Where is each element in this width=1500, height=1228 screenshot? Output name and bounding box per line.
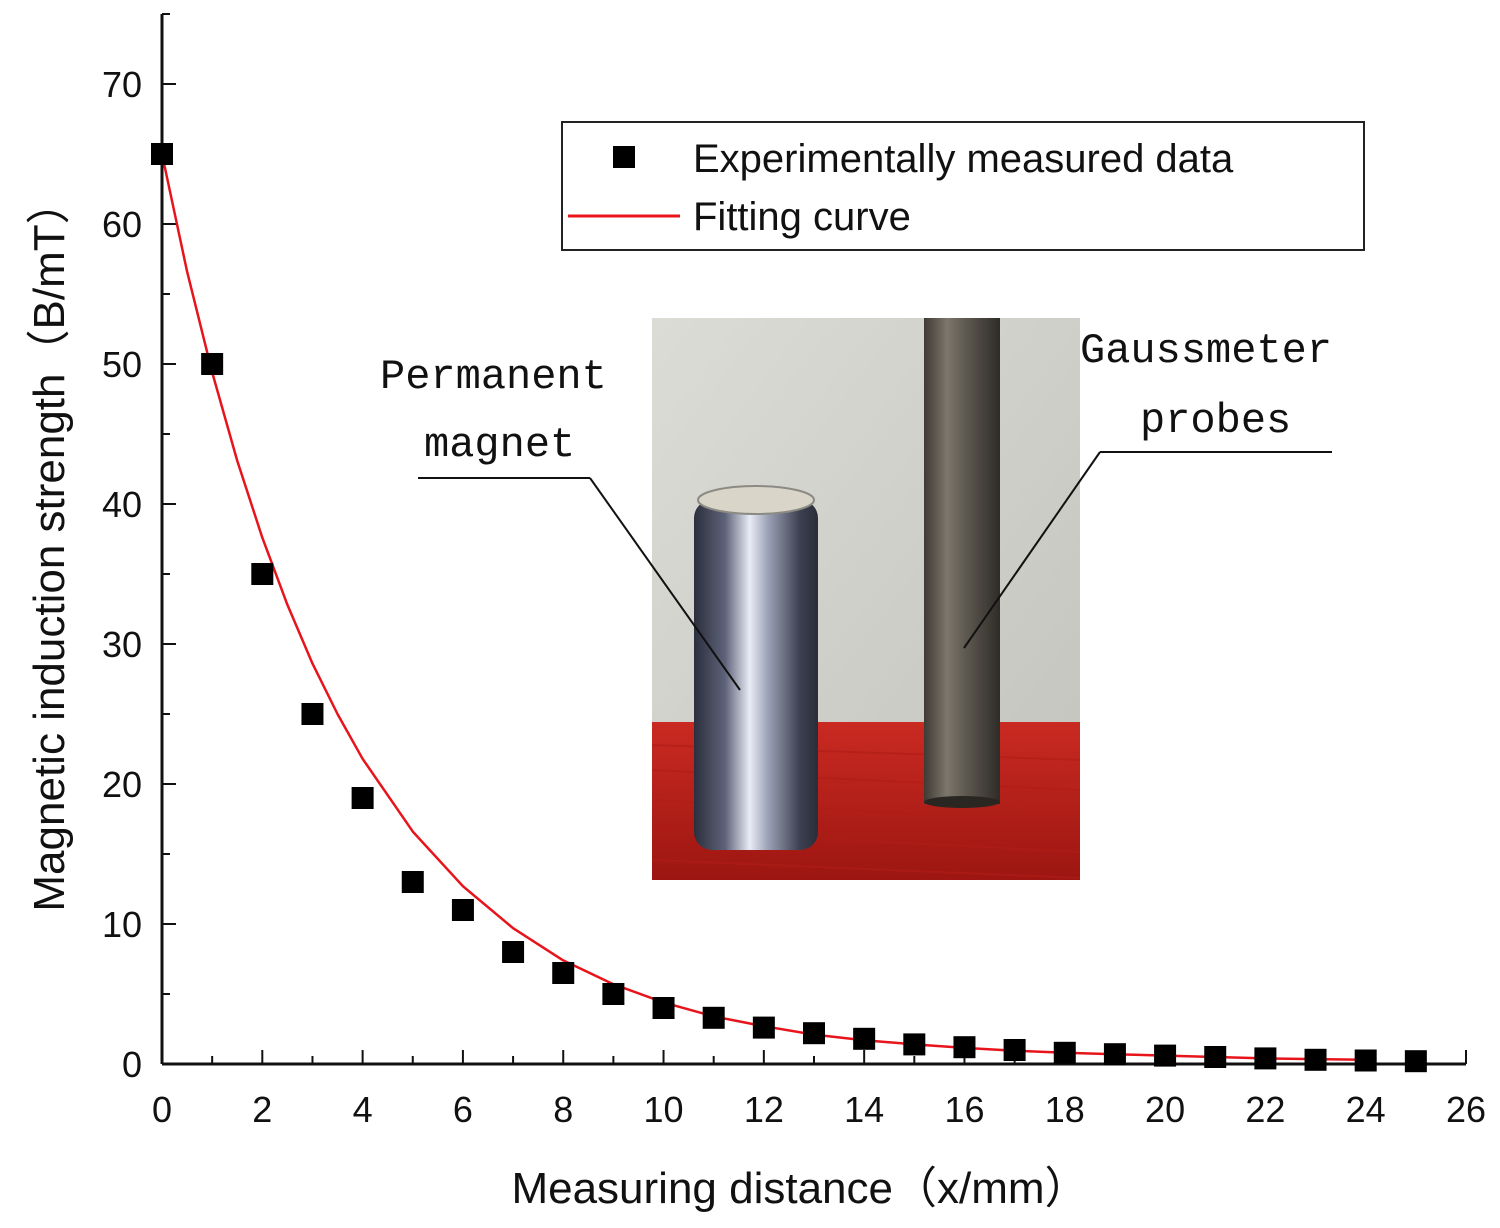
data-point	[1154, 1044, 1177, 1067]
annotations: Permanent magnet Gaussmeter probes	[380, 327, 1332, 691]
y-tick-label: 10	[102, 904, 142, 945]
x-tick-label: 6	[453, 1089, 473, 1130]
data-point	[502, 941, 525, 963]
data-point	[752, 1016, 775, 1039]
data-point	[1404, 1050, 1427, 1073]
y-tick-label: 70	[102, 64, 142, 105]
x-tick-label: 2	[252, 1089, 272, 1130]
y-tick-label: 0	[122, 1044, 142, 1085]
photo-magnet	[694, 485, 818, 850]
legend-label-fitting: Fitting curve	[693, 195, 911, 239]
data-point	[251, 563, 274, 585]
data-point	[552, 962, 575, 984]
data-point	[201, 353, 224, 375]
data-point	[602, 983, 625, 1005]
x-tick-label: 26	[1446, 1089, 1486, 1130]
x-tick-label: 10	[644, 1089, 684, 1130]
x-tick-label: 20	[1145, 1089, 1185, 1130]
data-point	[853, 1027, 876, 1050]
x-tick-label: 4	[353, 1089, 373, 1130]
data-point	[1354, 1049, 1377, 1072]
y-tick-label: 20	[102, 764, 142, 805]
legend: Experimentally measured data Fitting cur…	[561, 121, 1365, 251]
y-axis-title: Magnetic induction strength（B/mT）	[25, 180, 74, 911]
measured-data-series	[151, 143, 1427, 1073]
data-point	[351, 787, 374, 809]
data-point	[1254, 1047, 1277, 1070]
data-point	[702, 1006, 725, 1029]
data-point	[301, 703, 324, 725]
x-tick-label: 18	[1045, 1089, 1085, 1130]
legend-label-measured: Experimentally measured data	[693, 137, 1234, 181]
x-tick-label: 24	[1346, 1089, 1386, 1130]
y-tick-label: 30	[102, 624, 142, 665]
x-tick-label: 0	[152, 1089, 172, 1130]
x-tick-label: 12	[744, 1089, 784, 1130]
data-point	[1304, 1048, 1327, 1071]
y-tick-label: 50	[102, 344, 142, 385]
y-tick-label: 40	[102, 484, 142, 525]
annotation-magnet: magnet	[424, 421, 575, 469]
inset-photo	[651, 318, 1081, 880]
data-point	[1204, 1046, 1227, 1068]
y-tick-label: 60	[102, 204, 142, 245]
data-point	[803, 1022, 825, 1045]
annotation-probes-leader	[963, 451, 1101, 649]
annotation-permanent: Permanent	[380, 353, 607, 401]
data-point	[1103, 1043, 1126, 1066]
x-tick-label: 8	[553, 1089, 573, 1130]
data-point	[401, 871, 424, 893]
data-point	[451, 899, 474, 921]
data-point	[1053, 1041, 1076, 1064]
legend-box	[561, 121, 1365, 251]
annotation-magnet-leader	[589, 477, 741, 691]
legend-marker-measured	[613, 146, 635, 168]
photo-probe	[924, 318, 1000, 808]
x-axis-title: Measuring distance（x/mm）	[511, 1164, 1088, 1213]
x-tick-label: 16	[944, 1089, 984, 1130]
data-point	[151, 143, 173, 165]
data-point	[1003, 1039, 1026, 1061]
x-ticks: 0 2 4 6 8 10 12 14 16 18 20 22 24 26	[152, 1050, 1486, 1130]
annotation-gaussmeter: Gaussmeter	[1080, 327, 1332, 375]
annotation-probes: probes	[1140, 397, 1291, 445]
data-point	[652, 997, 675, 1019]
x-tick-label: 14	[844, 1089, 884, 1130]
data-point	[903, 1033, 926, 1056]
x-tick-label: 22	[1245, 1089, 1285, 1130]
data-point	[953, 1036, 976, 1059]
y-ticks: 0 10 20 30 40 50 60 70	[102, 13, 176, 1085]
